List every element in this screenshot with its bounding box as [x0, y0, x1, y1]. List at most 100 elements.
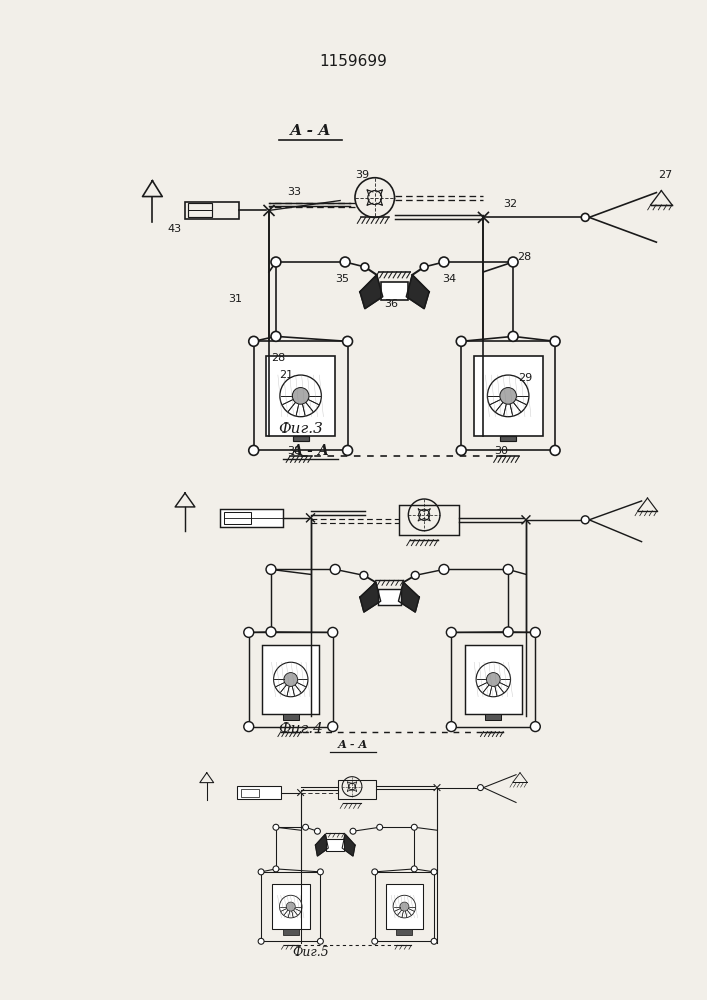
Circle shape	[266, 627, 276, 637]
Bar	[293, 436, 308, 441]
Circle shape	[456, 336, 466, 346]
Text: 27: 27	[658, 170, 672, 180]
Circle shape	[330, 564, 340, 574]
Bar	[375, 872, 434, 941]
Circle shape	[456, 445, 466, 455]
Bar	[241, 789, 259, 797]
Bar	[399, 505, 459, 535]
Circle shape	[258, 938, 264, 944]
Circle shape	[431, 869, 437, 875]
Text: 28: 28	[271, 353, 285, 363]
Circle shape	[266, 564, 276, 574]
Circle shape	[372, 869, 378, 875]
Bar	[378, 589, 402, 605]
Circle shape	[530, 722, 540, 732]
Bar	[238, 786, 281, 799]
Polygon shape	[407, 275, 429, 309]
Circle shape	[446, 722, 456, 732]
Bar	[262, 645, 320, 714]
Text: Фиг.3: Фиг.3	[278, 422, 323, 436]
Circle shape	[508, 257, 518, 267]
Circle shape	[486, 673, 501, 686]
Bar	[461, 341, 555, 450]
Polygon shape	[360, 275, 382, 309]
Text: А - А: А - А	[291, 444, 329, 458]
Text: 30: 30	[494, 446, 508, 456]
Circle shape	[284, 673, 298, 686]
Polygon shape	[399, 582, 419, 612]
Polygon shape	[342, 834, 355, 856]
Circle shape	[273, 824, 279, 830]
Text: Фиг.4: Фиг.4	[278, 722, 323, 736]
Circle shape	[286, 902, 296, 911]
Text: 33: 33	[287, 187, 300, 197]
Bar	[486, 714, 501, 720]
Text: А - А: А - А	[338, 739, 368, 750]
Text: 32: 32	[503, 199, 518, 209]
Circle shape	[343, 445, 353, 455]
Bar	[327, 839, 344, 851]
Circle shape	[439, 564, 449, 574]
Circle shape	[249, 336, 259, 346]
Circle shape	[477, 785, 484, 791]
Circle shape	[340, 257, 350, 267]
Text: 29: 29	[518, 373, 532, 383]
Circle shape	[550, 336, 560, 346]
Circle shape	[328, 722, 338, 732]
Bar	[272, 884, 310, 929]
Text: 28: 28	[517, 252, 531, 262]
Polygon shape	[360, 582, 380, 612]
Circle shape	[361, 263, 369, 271]
Circle shape	[317, 869, 323, 875]
Circle shape	[292, 388, 309, 404]
Polygon shape	[315, 834, 328, 856]
Circle shape	[273, 866, 279, 872]
Bar	[283, 929, 298, 935]
Bar	[254, 341, 348, 450]
Bar	[189, 203, 211, 217]
Circle shape	[446, 627, 456, 637]
Circle shape	[550, 445, 560, 455]
Bar	[385, 884, 423, 929]
Circle shape	[411, 571, 419, 579]
Bar	[220, 509, 283, 527]
Bar	[380, 282, 409, 300]
Text: 39: 39	[355, 170, 369, 180]
Text: А - А: А - А	[290, 124, 332, 138]
Bar	[451, 632, 535, 727]
Text: 21: 21	[279, 370, 293, 380]
Text: 35: 35	[335, 274, 349, 284]
Bar	[185, 202, 239, 219]
Circle shape	[244, 627, 254, 637]
Circle shape	[350, 828, 356, 834]
Circle shape	[581, 516, 589, 524]
Circle shape	[249, 445, 259, 455]
Bar	[266, 356, 335, 436]
Bar	[474, 356, 543, 436]
Text: 36: 36	[385, 299, 399, 309]
Circle shape	[431, 938, 437, 944]
Text: 43: 43	[168, 224, 182, 234]
Circle shape	[244, 722, 254, 732]
Text: Фиг.5: Фиг.5	[292, 946, 329, 959]
Bar	[261, 872, 320, 941]
Text: 1159699: 1159699	[319, 54, 387, 69]
Circle shape	[303, 824, 308, 830]
Circle shape	[503, 564, 513, 574]
Bar	[223, 512, 251, 524]
Circle shape	[411, 824, 417, 830]
Circle shape	[503, 627, 513, 637]
Circle shape	[328, 627, 338, 637]
Circle shape	[400, 902, 409, 911]
Bar	[283, 714, 298, 720]
Circle shape	[508, 331, 518, 341]
Circle shape	[271, 331, 281, 341]
Circle shape	[439, 257, 449, 267]
Bar	[397, 929, 412, 935]
Circle shape	[530, 627, 540, 637]
Circle shape	[411, 866, 417, 872]
Circle shape	[581, 213, 589, 221]
Bar	[464, 645, 522, 714]
Bar	[249, 632, 333, 727]
Circle shape	[271, 257, 281, 267]
